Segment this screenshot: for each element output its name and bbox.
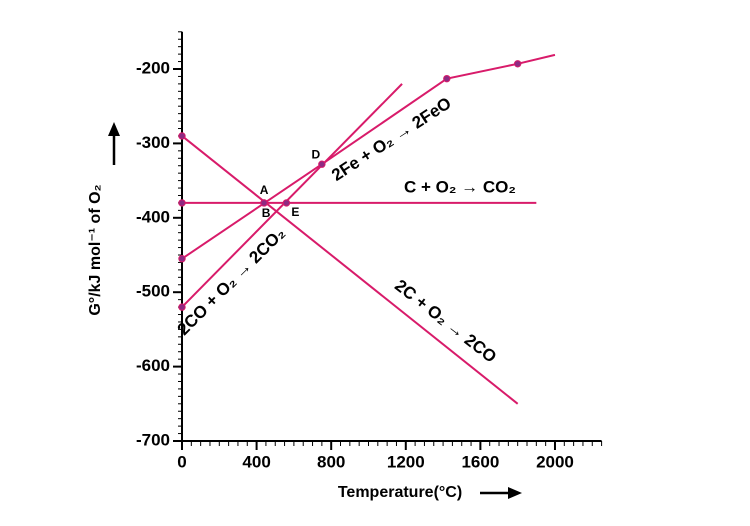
x-tick-label: 0 (177, 452, 186, 471)
x-axis-arrow (480, 487, 522, 499)
point (260, 199, 268, 207)
x-axis-label: Temperature(°C) (338, 484, 462, 501)
y-tick-label: -600 (136, 356, 170, 375)
point (178, 132, 186, 140)
y-axis-label: G°/kJ mol⁻¹ of O₂ (87, 184, 104, 315)
point (443, 74, 451, 83)
reaction-label: 2C + O₂ → 2CO (391, 276, 500, 367)
point (513, 60, 522, 68)
y-tick-label: -200 (136, 58, 170, 77)
y-tick-label: -400 (136, 207, 170, 226)
point-label: B (262, 206, 271, 220)
series-line (181, 83, 403, 308)
series-line (181, 135, 519, 405)
x-tick-label: 400 (242, 452, 270, 471)
y-tick-label: -700 (136, 430, 170, 449)
point-label: A (260, 183, 269, 197)
x-tick-label: 800 (317, 452, 345, 471)
x-tick-label: 1200 (387, 452, 425, 471)
point (178, 199, 186, 207)
x-tick-label: 1600 (461, 452, 499, 471)
point (178, 303, 186, 311)
reaction-label: C + O₂ → CO₂ (404, 177, 516, 196)
point (178, 255, 186, 263)
point (282, 199, 291, 207)
reaction-label: 2CO + O₂ → 2CO₂ (174, 224, 289, 339)
y-tick-label: -300 (136, 133, 170, 152)
point-label: E (291, 205, 299, 219)
point (318, 160, 326, 168)
x-tick-label: 2000 (536, 452, 574, 471)
y-axis-arrow (108, 122, 120, 165)
point-label: D (312, 147, 321, 161)
y-tick-label: -500 (136, 282, 170, 301)
